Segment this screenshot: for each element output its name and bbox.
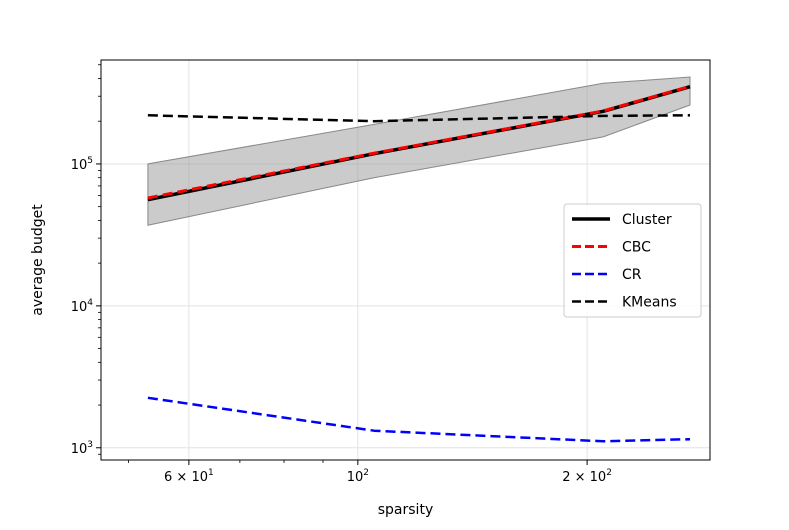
series-line-kmeans [147, 114, 691, 123]
legend-label-cluster: Cluster [622, 212, 672, 228]
y-tick-label: 105 [71, 156, 93, 173]
confidence-band-cluster [147, 76, 691, 226]
legend-box [563, 203, 702, 318]
legend-label-cr: CR [622, 267, 642, 283]
x-tick-label: 6 × 101 [164, 468, 214, 485]
legend-label-cbc: CBC [622, 240, 651, 256]
plot-frame [100, 59, 711, 461]
series-line-cr [147, 396, 691, 443]
x-ticks: 6 × 101 102 2 × 102 [128, 460, 612, 485]
legend: Cluster CBC CR KMeans [563, 203, 702, 318]
x-axis-label: sparsity [378, 502, 433, 518]
y-ticks: 103 104 105 [71, 64, 101, 457]
x-tick-label: 2 × 102 [562, 468, 612, 485]
legend-label-kmeans: KMeans [622, 295, 677, 311]
series-group [147, 84, 691, 443]
y-tick-label: 104 [71, 298, 94, 315]
x-tick-label: 102 [347, 468, 369, 485]
y-tick-label: 103 [71, 440, 93, 457]
series-line-cbc [147, 84, 691, 200]
y-axis-label: average budget [30, 204, 46, 316]
confidence-band-group [147, 76, 691, 226]
